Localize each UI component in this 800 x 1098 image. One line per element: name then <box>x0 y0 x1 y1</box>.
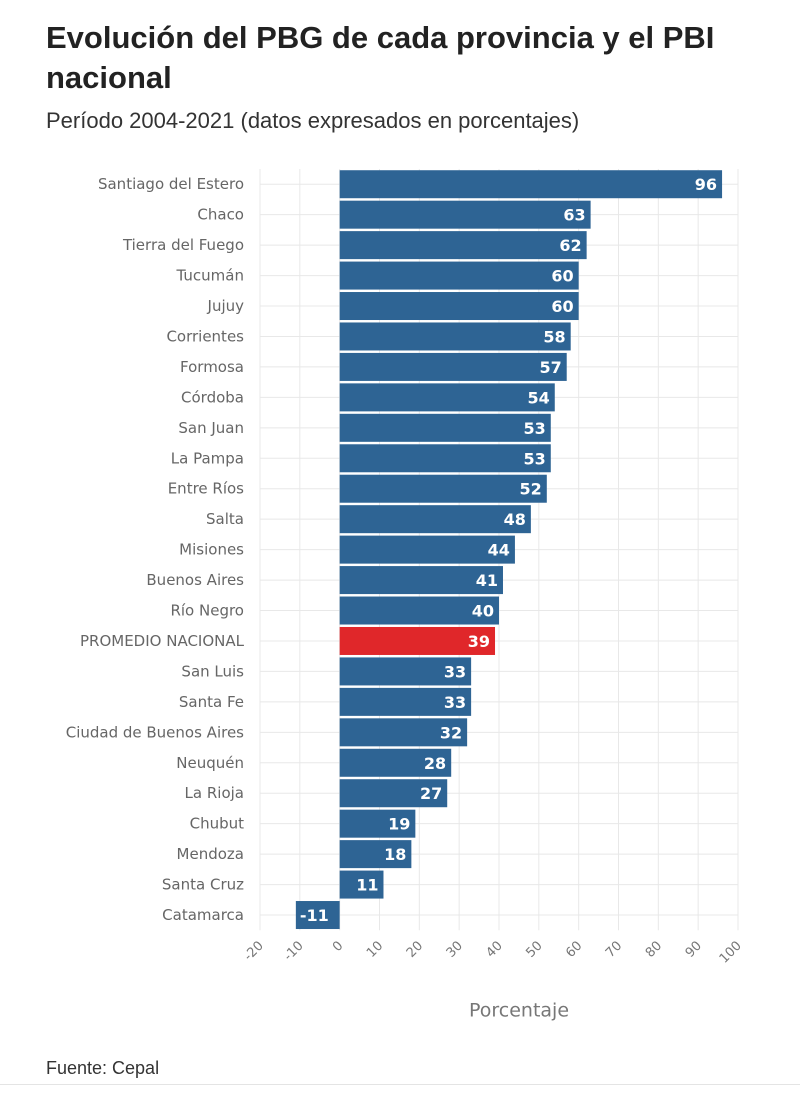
x-tick-label: 10 <box>364 938 386 960</box>
x-axis-title: Porcentaje <box>469 999 569 1021</box>
category-label: La Pampa <box>171 449 244 467</box>
category-label: PROMEDIO NACIONAL <box>80 632 245 650</box>
category-label: Corrientes <box>166 327 244 345</box>
bar <box>339 231 587 260</box>
bar <box>339 352 567 381</box>
category-label: Santa Fe <box>179 693 244 711</box>
value-label: 53 <box>524 449 546 468</box>
x-tick-label: 70 <box>603 938 625 960</box>
bar <box>339 779 448 808</box>
value-label: -11 <box>300 906 329 925</box>
bar <box>339 474 547 503</box>
bar <box>339 261 579 290</box>
value-label: 96 <box>695 175 717 194</box>
category-label: Tucumán <box>176 267 244 285</box>
value-label: 62 <box>559 236 581 255</box>
value-label: 18 <box>384 845 406 864</box>
category-label: Santa Cruz <box>162 876 244 894</box>
category-label: Córdoba <box>181 388 244 406</box>
category-label: Catamarca <box>162 906 244 924</box>
x-tick-label: 100 <box>717 938 745 966</box>
chart-subtitle: Período 2004-2021 (datos expresados en p… <box>46 108 580 133</box>
category-label: Chubut <box>190 815 245 833</box>
bar <box>339 840 412 869</box>
bar-chart: 9663626060585754535352484441403933333228… <box>66 169 745 1021</box>
value-label: 60 <box>551 297 573 316</box>
value-label: 57 <box>539 358 561 377</box>
bars: 9663626060585754535352484441403933333228… <box>295 170 723 930</box>
category-label: Formosa <box>180 358 244 376</box>
x-tick-label: 80 <box>643 938 665 960</box>
category-label: Misiones <box>179 541 244 559</box>
bar <box>295 901 340 930</box>
value-label: 44 <box>488 541 510 560</box>
x-tick-label: 20 <box>404 938 426 960</box>
bar <box>339 596 499 625</box>
x-tick-label: -10 <box>281 938 307 964</box>
source-note: Fuente: Cepal <box>46 1058 160 1078</box>
category-label: Jujuy <box>207 297 245 315</box>
bar <box>339 687 472 716</box>
value-label: 63 <box>563 206 585 225</box>
value-label: 48 <box>504 510 526 529</box>
x-tick-label: 50 <box>523 938 545 960</box>
category-label: La Rioja <box>185 784 244 802</box>
category-label: Ciudad de Buenos Aires <box>66 723 244 741</box>
value-label: 40 <box>472 602 494 621</box>
category-labels: Santiago del Estero Chaco Tierra del Fuego… <box>66 175 245 924</box>
bar <box>339 383 555 412</box>
x-tick-label: 90 <box>683 938 705 960</box>
x-axis-ticks: -20 -10 0 10 20 30 40 50 60 70 80 90 100 <box>241 938 745 966</box>
value-label: 41 <box>476 571 498 590</box>
chart-title: Evolución del PBG de cada provincia y el… <box>46 20 715 95</box>
value-label: 52 <box>520 480 542 499</box>
bar <box>339 718 468 747</box>
category-label: Salta <box>206 510 244 528</box>
category-label: Neuquén <box>176 754 244 772</box>
value-label: 39 <box>468 632 490 651</box>
bar <box>339 170 723 199</box>
bar <box>339 566 503 595</box>
value-label: 33 <box>444 693 466 712</box>
bar <box>339 322 571 351</box>
x-tick-label: -20 <box>241 938 267 964</box>
category-label: Entre Ríos <box>168 480 244 498</box>
value-label: 58 <box>543 327 565 346</box>
bar <box>339 200 591 229</box>
footer-divider <box>0 1084 800 1085</box>
bar-highlight <box>339 626 496 655</box>
value-label: 53 <box>524 419 546 438</box>
value-label: 32 <box>440 723 462 742</box>
bar <box>339 657 472 686</box>
category-label: San Juan <box>178 419 244 437</box>
value-label: 60 <box>551 267 573 286</box>
category-label: Buenos Aires <box>146 571 244 589</box>
value-label: 33 <box>444 662 466 681</box>
bar <box>339 809 416 838</box>
value-label: 11 <box>356 876 378 895</box>
bar <box>339 505 531 534</box>
category-label: Tierra del Fuego <box>122 236 244 254</box>
category-label: Chaco <box>197 206 244 224</box>
value-label: 54 <box>528 388 550 407</box>
x-tick-label: 30 <box>444 938 466 960</box>
x-tick-label: 60 <box>563 938 585 960</box>
bar <box>339 535 515 564</box>
value-label: 19 <box>388 815 410 834</box>
bar <box>339 748 452 777</box>
category-label: Mendoza <box>177 845 244 863</box>
x-tick-label: 0 <box>330 938 346 954</box>
category-label: San Luis <box>181 662 244 680</box>
bar <box>339 292 579 321</box>
bar <box>339 413 551 442</box>
bar <box>339 870 384 899</box>
bar <box>339 444 551 473</box>
value-label: 28 <box>424 754 446 773</box>
x-tick-label: 40 <box>484 938 506 960</box>
value-label: 27 <box>420 784 442 803</box>
category-label: Río Negro <box>170 602 244 620</box>
category-label: Santiago del Estero <box>98 175 244 193</box>
